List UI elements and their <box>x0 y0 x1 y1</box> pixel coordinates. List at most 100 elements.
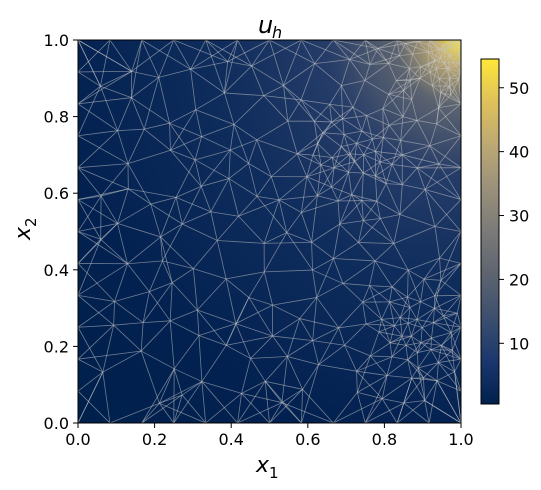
mesh-edge <box>100 163 129 197</box>
mesh-edge <box>434 226 461 232</box>
mesh-edge <box>333 258 376 262</box>
mesh-edge <box>364 40 389 64</box>
x-tick-label: 0.4 <box>218 430 243 449</box>
mesh-edge <box>417 367 426 401</box>
mesh-edge <box>78 371 104 392</box>
mesh-edge <box>380 214 401 219</box>
mesh-edge <box>269 402 283 423</box>
mesh-edge <box>454 371 461 423</box>
mesh-edge <box>286 232 312 243</box>
mesh-edge <box>389 301 411 308</box>
mesh-edge <box>392 163 418 169</box>
mesh-edge <box>447 61 454 69</box>
mesh-edge <box>78 199 102 240</box>
mesh-edge <box>300 99 332 123</box>
mesh-edge <box>263 85 284 97</box>
mesh-edge <box>364 398 383 423</box>
mesh-edge <box>226 344 251 359</box>
mesh-edge <box>351 194 363 201</box>
mesh-edge <box>340 146 355 163</box>
mesh-edge <box>388 125 402 141</box>
mesh-edge <box>385 183 401 215</box>
mesh-edge <box>210 211 239 217</box>
mesh-edge <box>378 325 395 333</box>
mesh-edge <box>369 63 389 65</box>
mesh-edge <box>78 324 114 360</box>
mesh-edge <box>411 377 426 401</box>
mesh-edge <box>349 59 370 65</box>
mesh-edge <box>175 196 211 213</box>
mesh-edge <box>407 359 413 379</box>
mesh-edge <box>339 223 359 243</box>
mesh-edge <box>407 323 412 337</box>
mesh-edge <box>431 337 442 346</box>
mesh-edge <box>417 367 438 382</box>
mesh-edge <box>306 155 314 177</box>
mesh-edge <box>78 85 101 105</box>
mesh-edge <box>301 389 303 423</box>
mesh-edge <box>363 161 381 174</box>
mesh-edge <box>389 342 407 346</box>
mesh-edge <box>440 77 451 93</box>
mesh-edge <box>317 143 322 165</box>
mesh-edge <box>160 236 194 269</box>
mesh-edge <box>379 137 384 162</box>
mesh-edge <box>225 278 237 324</box>
mesh-edge <box>451 327 461 351</box>
mesh-edge <box>225 323 237 346</box>
mesh-edge <box>407 278 425 298</box>
mesh-edge <box>190 61 228 70</box>
mesh-edge <box>438 362 455 373</box>
mesh-edge <box>447 55 451 69</box>
mesh-edge <box>438 103 461 109</box>
mesh-edge <box>78 71 101 87</box>
mesh-edge <box>227 61 252 67</box>
mesh-edge <box>363 220 395 244</box>
mesh-edge <box>102 372 111 423</box>
mesh-edge <box>333 258 344 284</box>
mesh-edge <box>382 108 390 126</box>
mesh-edge <box>379 161 393 165</box>
mesh-edge <box>263 271 273 306</box>
mesh-edge <box>402 99 413 117</box>
mesh-edge <box>450 326 461 333</box>
mesh-edge <box>322 132 345 135</box>
mesh-edge <box>225 278 250 298</box>
mesh-edge <box>78 195 102 232</box>
mesh-edge <box>78 294 115 302</box>
mesh-edge <box>388 63 410 69</box>
mesh-edge <box>429 123 437 146</box>
mesh-edge <box>341 80 365 86</box>
mesh-edge <box>235 304 273 324</box>
mesh-edge <box>450 46 460 55</box>
mesh-edge <box>264 241 312 244</box>
mesh-edge <box>175 197 183 225</box>
mesh-edge <box>421 308 435 328</box>
mesh-edge <box>198 335 203 382</box>
mesh-edge <box>283 40 302 86</box>
mesh-edge <box>401 167 418 185</box>
mesh-edge <box>411 367 419 379</box>
mesh-edge <box>417 367 424 379</box>
mesh-edge <box>411 78 421 100</box>
mesh-edge <box>351 194 377 202</box>
mesh-edge <box>450 45 457 48</box>
mesh-edge <box>223 92 235 125</box>
mesh-edge <box>131 40 174 72</box>
mesh-edge <box>312 154 333 159</box>
mesh-edge <box>429 60 435 73</box>
mesh-edge <box>427 40 430 53</box>
mesh-edge <box>387 375 412 379</box>
mesh-edge <box>407 296 421 303</box>
mesh-edge <box>205 40 225 94</box>
mesh-edge <box>369 285 393 288</box>
mesh-edge <box>226 271 265 280</box>
mesh-edge <box>272 297 317 306</box>
mesh-edge <box>369 331 380 357</box>
mesh-edge <box>424 380 438 401</box>
mesh-edge <box>417 342 422 353</box>
mesh-edge <box>403 377 424 404</box>
mesh-edge <box>286 212 302 233</box>
mesh-edge <box>361 200 364 221</box>
mesh-edge <box>169 109 196 124</box>
